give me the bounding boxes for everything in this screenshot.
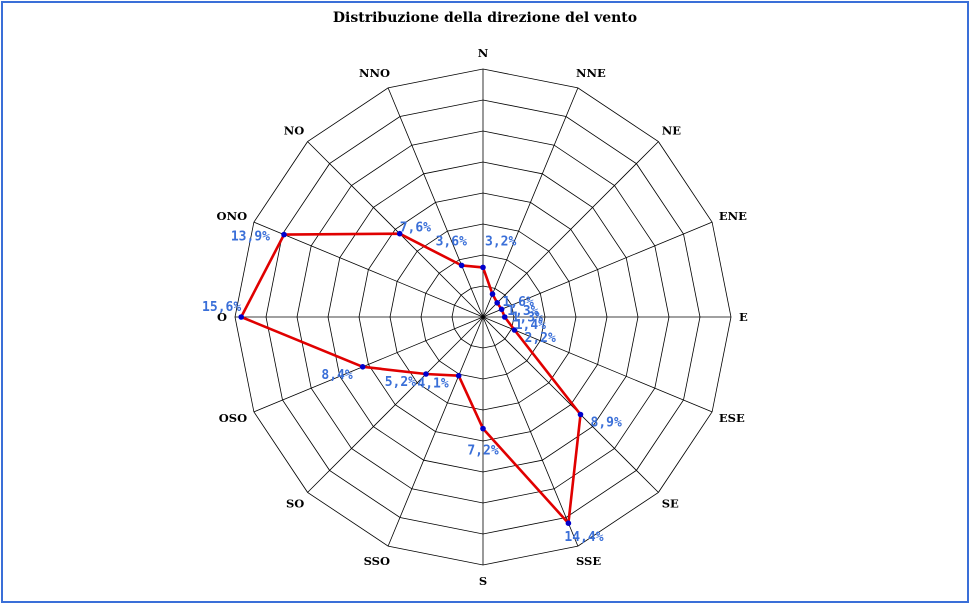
data-point	[501, 314, 508, 320]
grid-spoke	[387, 87, 484, 318]
direction-label: NNE	[576, 66, 606, 80]
grid-spoke	[253, 221, 484, 318]
direction-label: O	[217, 310, 227, 324]
value-label: 1,3%	[512, 310, 543, 325]
direction-label: SO	[286, 497, 304, 511]
value-label: 8,4%	[321, 368, 352, 383]
grid-spoke	[387, 316, 484, 547]
chart-title: Distribuzione della direzione del vento	[332, 10, 638, 26]
data-point	[489, 291, 496, 297]
value-label: 14,4%	[564, 530, 603, 545]
direction-label: SSE	[576, 554, 601, 568]
grid-spoke	[482, 141, 659, 318]
value-label: 13,9%	[231, 230, 270, 245]
direction-labels: N NNE NE ENE E ESE SE SSE S SSO SO OSO O ONO NO NNO	[217, 46, 748, 588]
grid-spoke	[253, 316, 484, 413]
direction-label: SE	[662, 497, 679, 511]
data-point	[494, 300, 501, 306]
value-label: 2,2%	[525, 331, 556, 346]
value-label: 1,4%	[515, 318, 546, 333]
grid-spoke	[307, 141, 484, 318]
value-label: 8,9%	[591, 416, 622, 431]
value-label: 1,3%	[507, 304, 538, 319]
grid-spoke	[307, 316, 484, 493]
direction-label: S	[479, 574, 487, 588]
direction-label: ESE	[719, 411, 745, 425]
grid-spoke	[482, 316, 713, 413]
data-point	[423, 371, 429, 377]
data-point	[396, 230, 403, 237]
value-label: 1,6%	[503, 295, 534, 310]
polar-grid	[234, 68, 732, 566]
wind-series	[238, 230, 584, 526]
value-label: 3,6%	[436, 234, 467, 249]
data-point	[577, 411, 584, 418]
value-label: 5,2%	[385, 375, 416, 390]
data-point	[455, 372, 462, 379]
value-label: 7,6%	[400, 221, 431, 236]
grid-spoke	[482, 316, 659, 493]
grid-spoke	[482, 221, 713, 318]
data-point	[480, 264, 486, 271]
grid-spoke	[482, 87, 579, 318]
direction-label: SSO	[364, 554, 390, 568]
data-point	[281, 231, 287, 238]
value-label: 15,6%	[202, 300, 241, 315]
value-label: 3,2%	[485, 234, 516, 249]
value-label: 4,1%	[417, 377, 448, 392]
direction-label: NO	[284, 123, 305, 137]
data-point	[359, 364, 366, 370]
data-point	[458, 262, 465, 269]
data-point	[238, 314, 244, 320]
direction-label: OSO	[219, 411, 247, 425]
direction-label: NE	[662, 123, 682, 137]
value-label: 7,2%	[467, 444, 498, 459]
direction-label: ONO	[217, 209, 248, 223]
direction-label: NNO	[359, 66, 390, 80]
value-labels: 3,2% 1,6%1,3%1,3%1,4%2,2% 8,9% 14,4% 7,2% 4,1…	[202, 221, 622, 546]
direction-label: E	[739, 310, 748, 324]
data-point	[498, 306, 505, 313]
direction-label: N	[478, 46, 489, 60]
data-point	[565, 520, 572, 526]
data-point	[480, 425, 486, 432]
direction-label: ENE	[719, 209, 747, 223]
data-point	[511, 327, 518, 333]
grid-spoke	[482, 316, 579, 547]
